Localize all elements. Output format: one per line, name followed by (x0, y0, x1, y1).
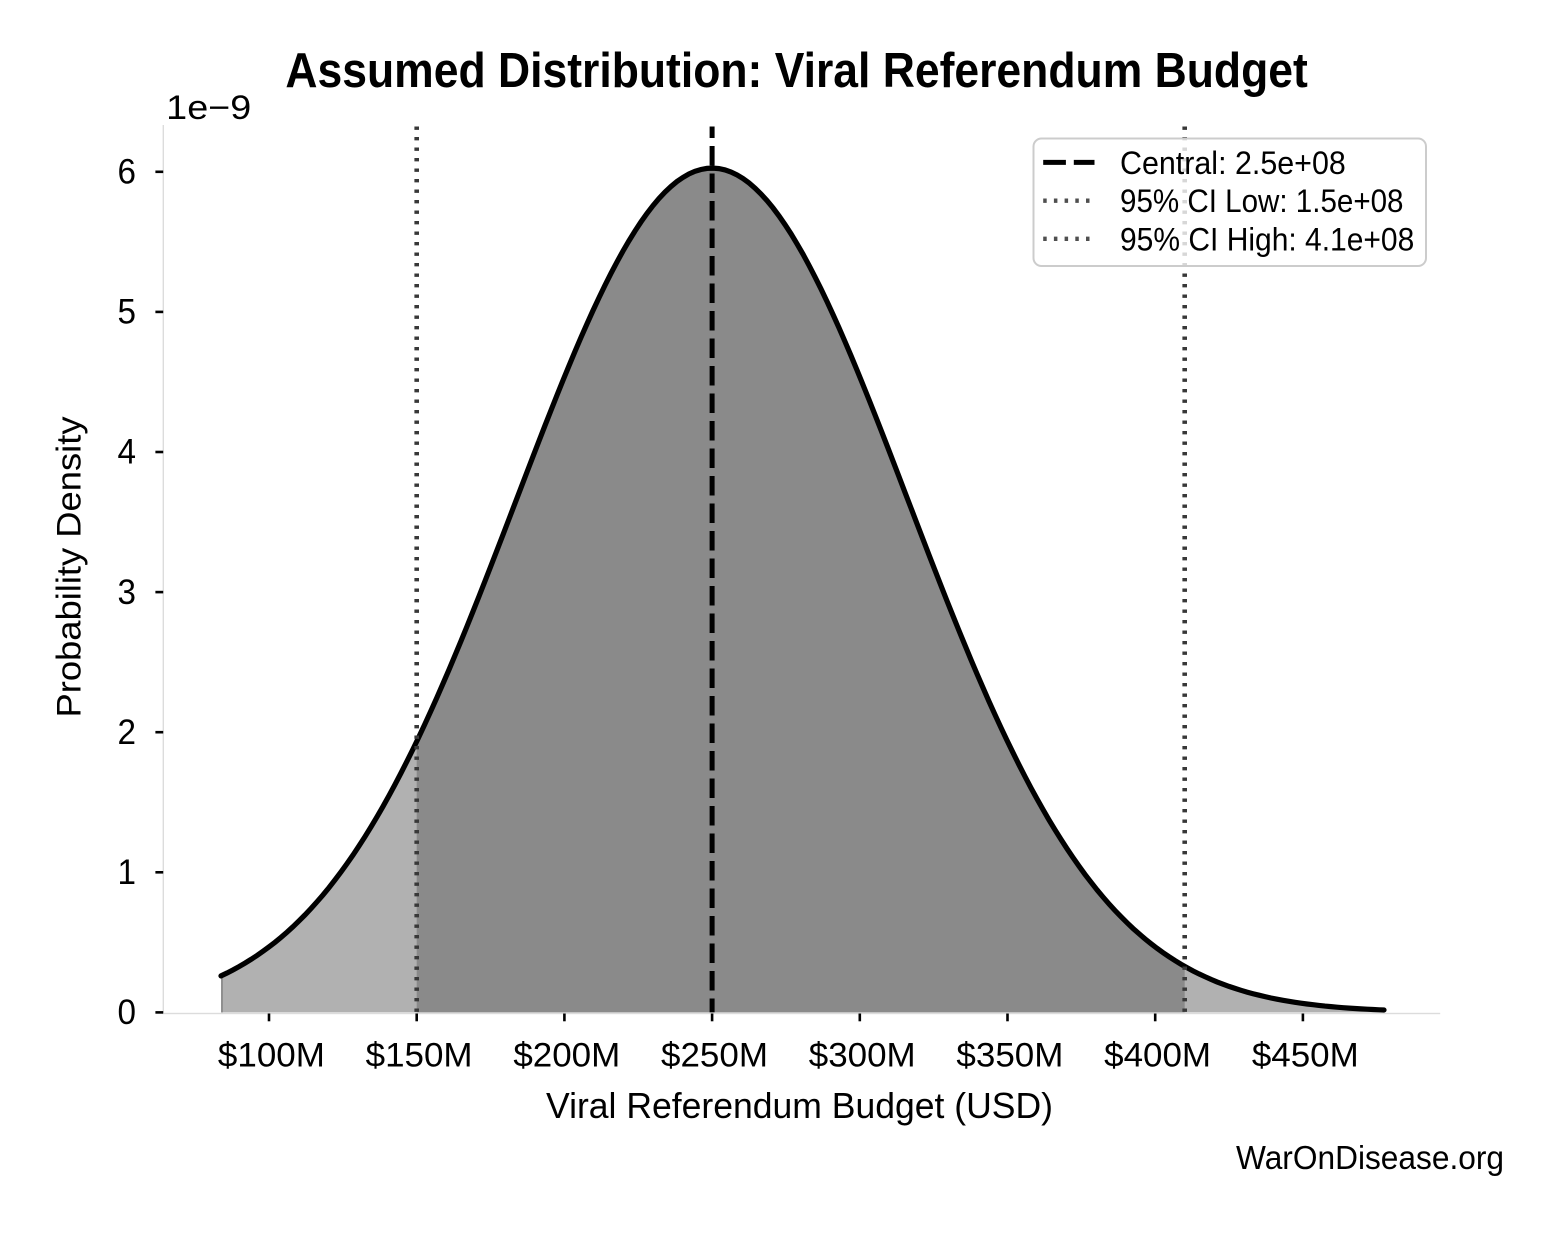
svg-text:2: 2 (118, 712, 137, 752)
svg-text:Central: 2.5e+08: Central: 2.5e+08 (1120, 145, 1346, 181)
svg-text:6: 6 (118, 152, 137, 192)
svg-text:$300M: $300M (809, 1037, 916, 1075)
svg-text:$150M: $150M (366, 1037, 473, 1075)
svg-text:Viral Referendum Budget (USD): Viral Referendum Budget (USD) (546, 1085, 1053, 1126)
svg-text:1: 1 (118, 852, 137, 892)
svg-text:$250M: $250M (661, 1037, 768, 1075)
svg-text:$350M: $350M (956, 1037, 1063, 1075)
svg-text:3: 3 (118, 572, 137, 612)
svg-text:5: 5 (118, 292, 137, 332)
svg-text:WarOnDisease.org: WarOnDisease.org (1236, 1139, 1504, 1176)
svg-text:4: 4 (118, 432, 137, 472)
svg-text:Assumed Distribution: Viral Re: Assumed Distribution: Viral Referendum B… (285, 44, 1307, 98)
svg-text:$400M: $400M (1104, 1037, 1211, 1075)
svg-text:$200M: $200M (513, 1037, 620, 1075)
svg-text:$100M: $100M (218, 1037, 325, 1075)
svg-text:Probability Density: Probability Density (51, 416, 89, 718)
svg-text:95% CI Low: 1.5e+08: 95% CI Low: 1.5e+08 (1120, 183, 1404, 219)
svg-text:1e−9: 1e−9 (166, 89, 251, 127)
svg-text:$450M: $450M (1252, 1037, 1359, 1075)
svg-text:0: 0 (118, 992, 137, 1032)
svg-text:95% CI High: 4.1e+08: 95% CI High: 4.1e+08 (1120, 221, 1414, 257)
